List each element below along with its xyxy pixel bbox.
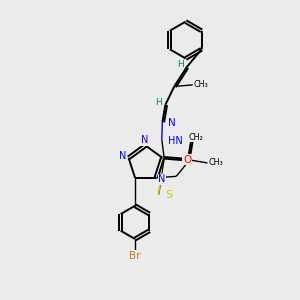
Text: O: O bbox=[183, 154, 191, 164]
Text: N: N bbox=[168, 118, 176, 128]
Text: CH₃: CH₃ bbox=[194, 80, 208, 89]
Text: CH₃: CH₃ bbox=[208, 158, 223, 167]
Text: Br: Br bbox=[129, 251, 141, 261]
Text: N: N bbox=[119, 152, 126, 161]
Text: S: S bbox=[165, 190, 172, 200]
Text: CH₂: CH₂ bbox=[188, 133, 203, 142]
Text: H: H bbox=[177, 60, 184, 69]
Text: N: N bbox=[158, 174, 166, 184]
Text: HN: HN bbox=[168, 136, 183, 146]
Text: N: N bbox=[141, 135, 148, 145]
Text: H: H bbox=[155, 98, 162, 107]
